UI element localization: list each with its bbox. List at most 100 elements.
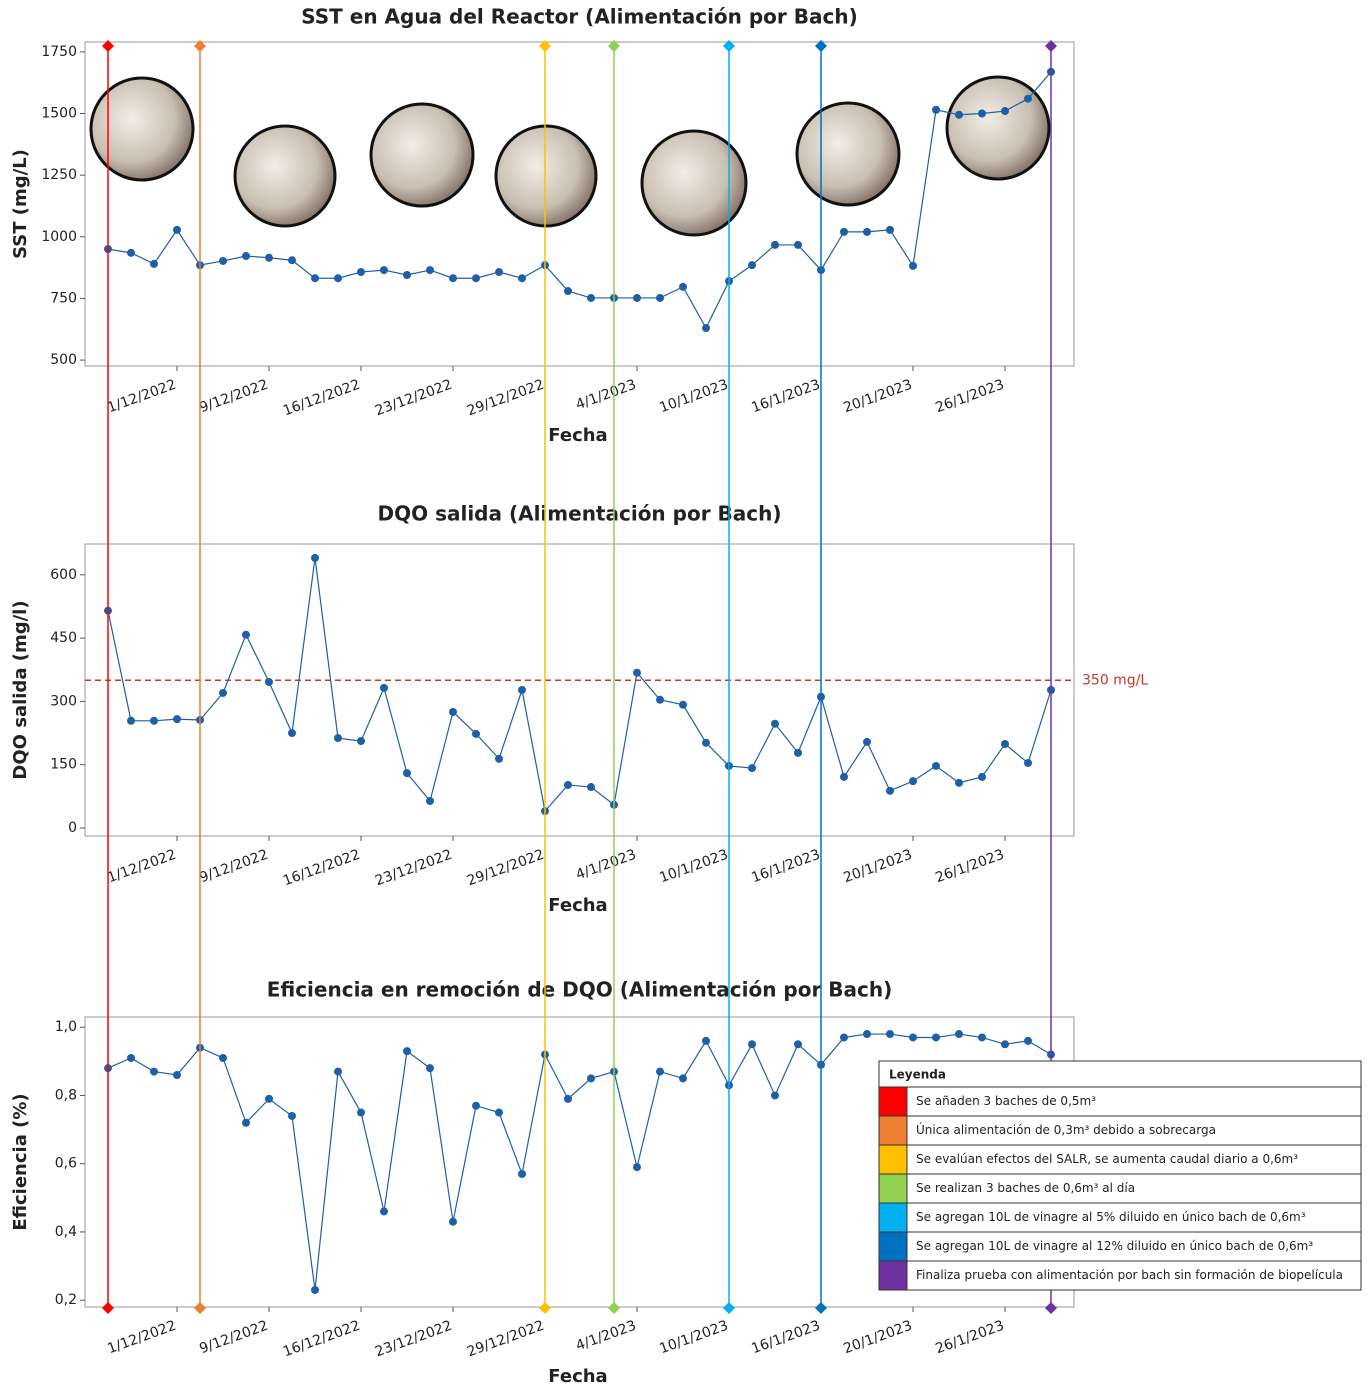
legend-swatch bbox=[878, 1115, 908, 1146]
data-point bbox=[909, 777, 917, 786]
legend-label: Única alimentación de 0,3m³ debido a sob… bbox=[916, 1122, 1216, 1137]
data-point bbox=[242, 252, 250, 261]
x-tick-label: 20/1/2023 bbox=[841, 377, 914, 417]
data-point bbox=[633, 1163, 641, 1172]
data-point bbox=[794, 1040, 802, 1049]
data-point bbox=[633, 668, 641, 677]
legend-swatch bbox=[878, 1086, 908, 1117]
x-tick-label: 29/12/2022 bbox=[465, 1318, 546, 1361]
data-point bbox=[587, 783, 595, 792]
data-point bbox=[518, 1169, 526, 1178]
data-point bbox=[288, 1111, 296, 1120]
data-point bbox=[242, 1118, 250, 1127]
data-point bbox=[564, 287, 572, 296]
data-point bbox=[265, 253, 273, 262]
data-point bbox=[679, 282, 687, 291]
x-tick-label: 26/1/2023 bbox=[933, 1318, 1006, 1358]
x-tick-label: 16/12/2022 bbox=[281, 1318, 362, 1361]
data-point bbox=[472, 729, 480, 738]
data-point bbox=[863, 227, 871, 236]
x-axis-label: Fecha bbox=[548, 895, 607, 916]
data-point bbox=[380, 683, 388, 692]
data-point bbox=[564, 780, 572, 789]
legend-label: Se agregan 10L de vinagre al 5% diluido … bbox=[916, 1210, 1306, 1224]
data-point bbox=[702, 1036, 710, 1045]
event-marker bbox=[723, 40, 735, 52]
legend-title: Leyenda bbox=[889, 1068, 946, 1082]
chart-title: DQO salida (Alimentación por Bach) bbox=[378, 502, 782, 526]
data-point bbox=[449, 274, 457, 283]
data-point bbox=[863, 1030, 871, 1039]
data-point bbox=[1024, 1036, 1032, 1045]
y-axis-label: SST (mg/L) bbox=[10, 149, 31, 259]
x-tick-label: 20/1/2023 bbox=[841, 847, 914, 887]
x-tick-label: 9/12/2022 bbox=[197, 377, 270, 417]
y-tick-label: 0,6 bbox=[55, 1156, 77, 1172]
data-point bbox=[1001, 1040, 1009, 1049]
data-point bbox=[426, 796, 434, 805]
data-point bbox=[265, 677, 273, 686]
data-point bbox=[771, 719, 779, 728]
photo bbox=[369, 102, 475, 208]
data-point bbox=[955, 1030, 963, 1039]
data-point bbox=[357, 737, 365, 746]
x-tick-label: 23/12/2022 bbox=[373, 1318, 454, 1361]
legend-swatch bbox=[878, 1144, 908, 1175]
legend-box bbox=[878, 1060, 1362, 1291]
data-point bbox=[403, 1047, 411, 1056]
data-point bbox=[587, 1074, 595, 1083]
data-point bbox=[1024, 759, 1032, 767]
data-point bbox=[564, 1094, 572, 1103]
event-marker bbox=[539, 40, 551, 52]
data-point bbox=[748, 764, 756, 773]
data-point bbox=[173, 1071, 181, 1079]
x-tick-label: 1/12/2022 bbox=[105, 1318, 178, 1358]
x-tick-label: 4/1/2023 bbox=[574, 377, 639, 414]
data-point bbox=[840, 772, 848, 781]
data-point bbox=[1024, 94, 1032, 103]
data-point bbox=[840, 1033, 848, 1042]
photo bbox=[494, 124, 598, 228]
data-point bbox=[403, 769, 411, 778]
x-tick-label: 29/12/2022 bbox=[465, 377, 546, 420]
plot-frame bbox=[84, 543, 1075, 837]
data-point bbox=[932, 105, 940, 114]
legend-swatch bbox=[878, 1173, 908, 1204]
data-point bbox=[127, 1053, 135, 1062]
event-marker bbox=[194, 1302, 206, 1314]
y-tick-label: 0,2 bbox=[55, 1292, 77, 1308]
data-point bbox=[219, 256, 227, 265]
data-point bbox=[380, 1207, 388, 1216]
data-point bbox=[633, 293, 641, 302]
data-point bbox=[357, 1108, 365, 1117]
x-tick-label: 10/1/2023 bbox=[657, 847, 730, 887]
data-point bbox=[840, 227, 848, 236]
data-point bbox=[978, 109, 986, 118]
data-point bbox=[748, 1040, 756, 1049]
data-point bbox=[288, 729, 296, 738]
data-point bbox=[1001, 107, 1009, 116]
event-marker bbox=[102, 40, 114, 52]
data-point bbox=[702, 738, 710, 747]
x-tick-label: 16/1/2023 bbox=[749, 847, 822, 887]
data-point bbox=[495, 268, 503, 277]
data-point bbox=[334, 1067, 342, 1076]
event-marker bbox=[102, 1302, 114, 1314]
data-point bbox=[679, 700, 687, 709]
legend-label: Se agregan 10L de vinagre al 12% diluido… bbox=[916, 1239, 1313, 1253]
photo bbox=[640, 129, 748, 237]
y-tick-label: 750 bbox=[50, 290, 77, 306]
event-marker bbox=[723, 1302, 735, 1314]
x-tick-label: 9/12/2022 bbox=[197, 1318, 270, 1358]
photo bbox=[89, 76, 195, 182]
plot-frame bbox=[84, 41, 1075, 367]
legend-swatch bbox=[878, 1202, 908, 1233]
x-tick-label: 16/12/2022 bbox=[281, 847, 362, 890]
data-point bbox=[978, 1033, 986, 1042]
data-point bbox=[518, 274, 526, 283]
y-axis-label: Eficiencia (%) bbox=[10, 1093, 31, 1230]
x-tick-label: 20/1/2023 bbox=[841, 1318, 914, 1358]
photos bbox=[89, 75, 1051, 237]
data-point bbox=[173, 715, 181, 724]
